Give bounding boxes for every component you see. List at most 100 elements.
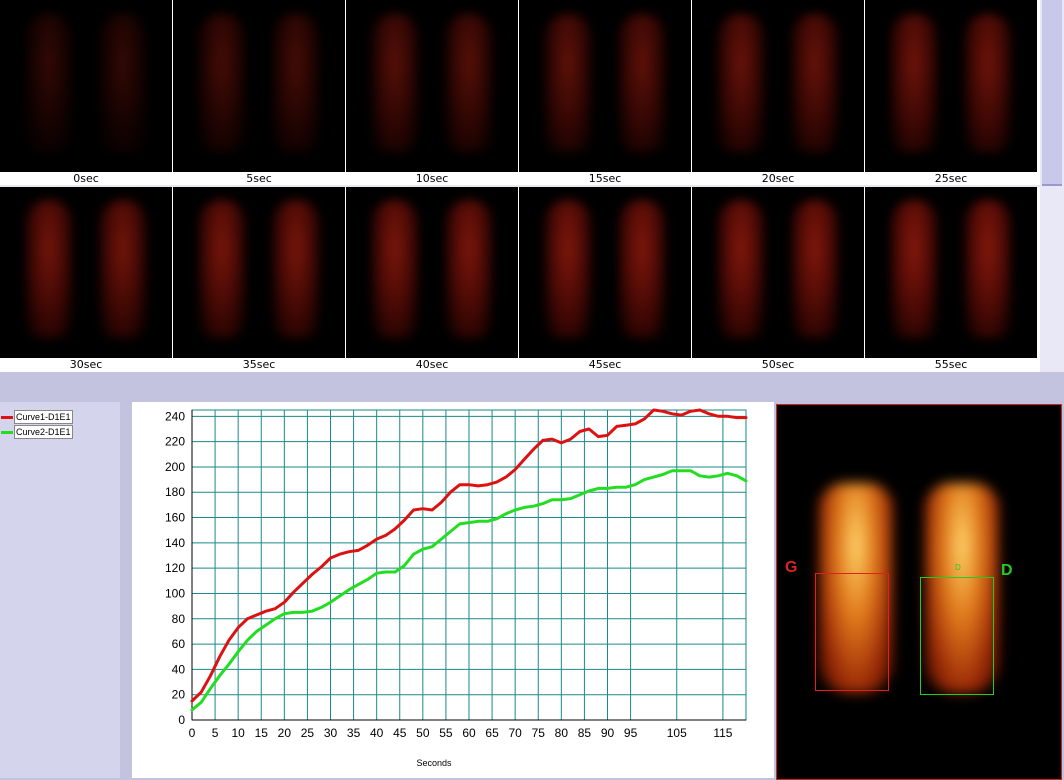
frames-row-separator — [0, 185, 1040, 187]
leg-uptake-region — [545, 14, 591, 152]
leg-uptake-region — [792, 200, 838, 338]
leg-uptake-region — [446, 14, 492, 152]
leg-uptake-region — [891, 14, 937, 152]
frame-time-label: 55sec — [934, 358, 968, 371]
frame-time-label: 15sec — [588, 172, 622, 185]
chart-svg: 0 5 10 15 20 25 30 35 40 45 50 55 60 65 70 75 80 85 90 95 10… — [165, 408, 748, 768]
x-tick-label: 20 — [278, 726, 292, 740]
frame-tile[interactable]: 30sec — [0, 186, 172, 372]
curve2-label: Curve2-D1E1 — [14, 425, 73, 439]
x-tick-label: 10 — [231, 726, 245, 740]
leg-uptake-region — [372, 14, 418, 152]
frame-tile[interactable]: 35sec — [173, 186, 345, 372]
frame-time-label: 40sec — [415, 358, 449, 371]
frame-time-label: 25sec — [934, 172, 968, 185]
frame-tile[interactable]: 50sec — [692, 186, 864, 372]
x-tick-label: 55 — [439, 726, 453, 740]
frame-tile[interactable]: 0sec — [0, 0, 172, 186]
frame-time-label: 20sec — [761, 172, 795, 185]
x-axis-label: Seconds — [416, 758, 452, 768]
frame-tile[interactable]: 40sec — [346, 186, 518, 372]
scroll-thumb[interactable] — [1042, 0, 1062, 186]
leg-uptake-region — [718, 200, 764, 338]
x-tick-label: 45 — [393, 726, 407, 740]
x-tick-label: 50 — [416, 726, 430, 740]
leg-uptake-region — [372, 200, 418, 338]
frames-scrollbar[interactable] — [1040, 0, 1064, 372]
frame-image — [0, 186, 172, 358]
x-tick-label: 30 — [324, 726, 338, 740]
leg-uptake-region — [199, 200, 245, 338]
right-leg-image — [925, 483, 999, 693]
frame-time-label: 0sec — [73, 172, 99, 185]
x-tick-label: 5 — [212, 726, 219, 740]
x-tick-label: 80 — [555, 726, 569, 740]
y-tick-label: 120 — [165, 561, 185, 575]
leg-uptake-region — [965, 14, 1011, 152]
frame-image — [519, 0, 691, 172]
left-leg-image — [819, 483, 893, 693]
leg-uptake-region — [965, 200, 1011, 338]
curve-legend: Curve1-D1E1 Curve2-D1E1 — [0, 402, 120, 778]
frame-tile[interactable]: 45sec — [519, 186, 691, 372]
frame-tile[interactable]: 25sec — [865, 0, 1037, 186]
y-tick-label: 160 — [165, 511, 185, 525]
frame-image — [173, 0, 345, 172]
frame-image — [346, 186, 518, 358]
frame-tile[interactable]: 20sec — [692, 0, 864, 186]
frame-time-label: 35sec — [242, 358, 276, 371]
x-tick-label: 70 — [508, 726, 522, 740]
leg-uptake-region — [100, 200, 146, 338]
y-tick-label: 100 — [165, 586, 185, 600]
frame-image — [865, 0, 1037, 172]
x-tick-label: 25 — [301, 726, 315, 740]
frame-time-label: 10sec — [415, 172, 449, 185]
x-tick-label: 105 — [667, 726, 687, 740]
y-tick-label: 240 — [165, 409, 185, 423]
y-tick-label: 140 — [165, 536, 185, 550]
leg-uptake-region — [619, 200, 665, 338]
frame-tile[interactable]: 5sec — [173, 0, 345, 186]
leg-uptake-region — [446, 200, 492, 338]
frame-time-label: 5sec — [246, 172, 272, 185]
roi-label-left: G — [785, 559, 798, 576]
frame-time-label: 45sec — [588, 358, 622, 371]
x-tick-label: 0 — [189, 726, 196, 740]
frame-tile[interactable]: 15sec — [519, 0, 691, 186]
x-tick-label: 40 — [370, 726, 384, 740]
frame-image — [692, 186, 864, 358]
series-line-2 — [190, 469, 748, 712]
curve2-swatch — [1, 431, 13, 434]
frame-time-label: 50sec — [761, 358, 795, 371]
x-tick-label: 60 — [462, 726, 476, 740]
y-tick-label: 200 — [165, 460, 185, 474]
frame-image — [0, 0, 172, 172]
leg-uptake-region — [718, 14, 764, 152]
leg-uptake-region — [273, 14, 319, 152]
summary-image[interactable]: G D D — [776, 404, 1062, 780]
roi-left[interactable] — [815, 573, 889, 691]
roi-label-right: D — [1001, 562, 1013, 579]
frame-image — [346, 0, 518, 172]
curve1-swatch — [1, 416, 13, 419]
frame-time-label: 30sec — [69, 358, 103, 371]
curve1-label: Curve1-D1E1 — [14, 410, 73, 424]
x-tick-label: 15 — [255, 726, 269, 740]
y-tick-label: 60 — [172, 637, 186, 651]
frame-tile[interactable]: 55sec — [865, 186, 1037, 372]
frame-image — [692, 0, 864, 172]
leg-uptake-region — [619, 14, 665, 152]
frame-tile[interactable]: 10sec — [346, 0, 518, 186]
x-tick-label: 115 — [713, 726, 732, 740]
x-tick-label: 95 — [624, 726, 638, 740]
y-tick-label: 180 — [165, 485, 185, 499]
x-tick-label: 35 — [347, 726, 361, 740]
leg-uptake-region — [26, 14, 72, 152]
leg-uptake-region — [792, 14, 838, 152]
y-tick-label: 80 — [172, 612, 186, 626]
leg-uptake-region — [199, 14, 245, 152]
roi-right[interactable] — [920, 577, 994, 695]
frame-image — [519, 186, 691, 358]
y-tick-label: 20 — [172, 688, 186, 702]
leg-uptake-region — [273, 200, 319, 338]
